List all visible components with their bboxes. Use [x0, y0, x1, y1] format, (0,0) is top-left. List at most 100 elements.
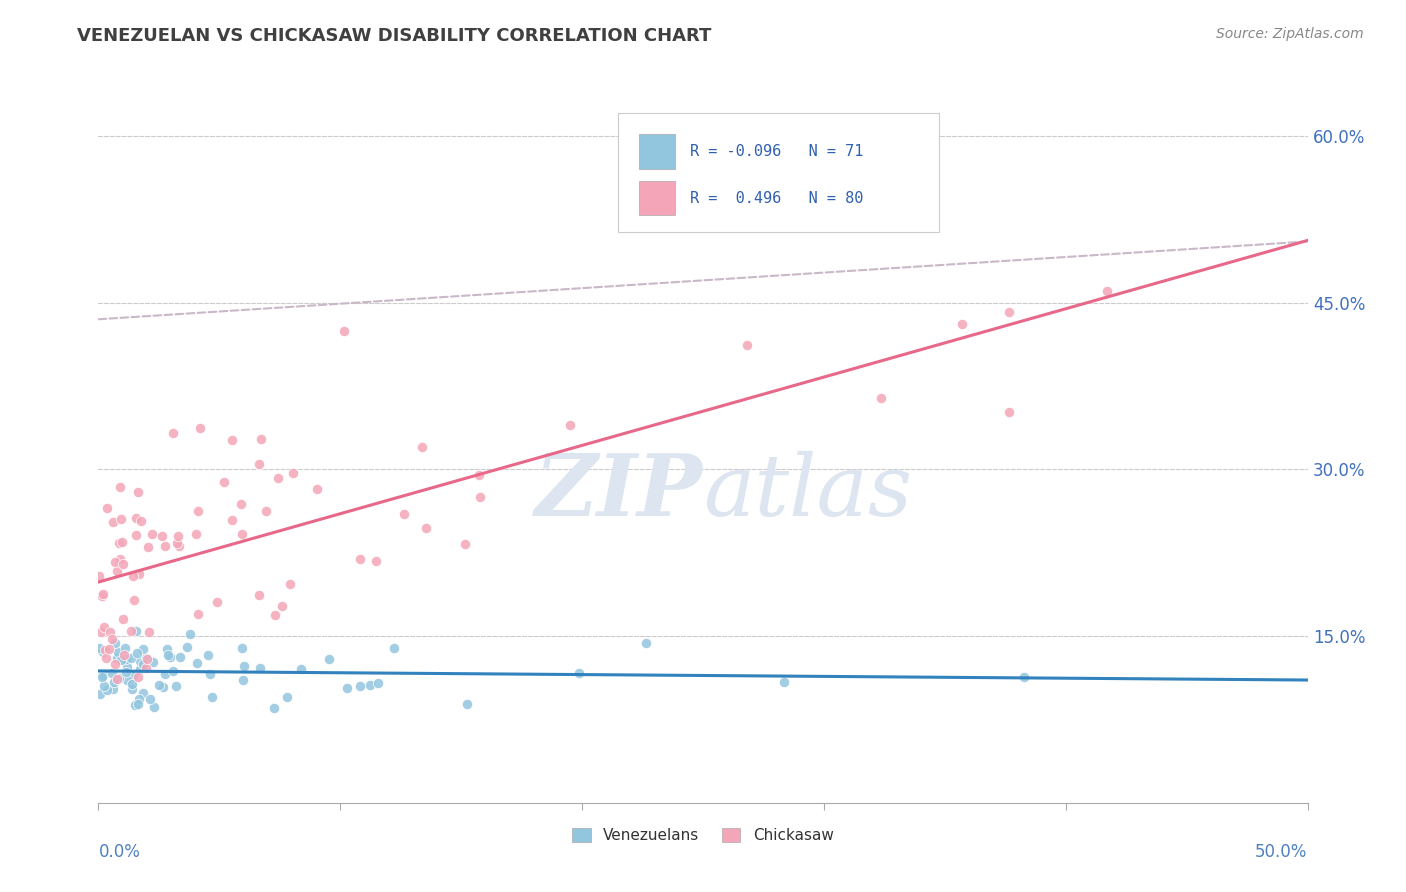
- Bar: [638, 181, 675, 215]
- Point: [187, 607, 209, 622]
- Point: [93, 620, 115, 634]
- Text: R =  0.496   N = 80: R = 0.496 N = 80: [690, 191, 863, 205]
- Point: [232, 673, 254, 688]
- Point: [127, 697, 149, 711]
- Text: Source: ZipAtlas.com: Source: ZipAtlas.com: [1216, 27, 1364, 41]
- Point: [138, 625, 160, 640]
- Point: [166, 536, 188, 550]
- Point: [125, 511, 148, 525]
- Point: [153, 539, 176, 553]
- Point: [162, 664, 184, 678]
- Point: [271, 599, 294, 613]
- Point: [105, 672, 128, 686]
- Point: [117, 673, 139, 687]
- Point: [382, 641, 405, 656]
- Point: [97, 642, 120, 657]
- Point: [162, 426, 184, 441]
- Point: [129, 514, 152, 528]
- Point: [87, 641, 110, 656]
- Point: [90, 625, 112, 640]
- Point: [93, 679, 115, 693]
- Point: [115, 660, 138, 674]
- Point: [128, 691, 150, 706]
- Point: [115, 652, 138, 666]
- Point: [110, 480, 132, 494]
- Point: [773, 674, 796, 689]
- Point: [169, 539, 191, 553]
- Point: [186, 657, 208, 671]
- Point: [124, 698, 146, 712]
- Point: [107, 536, 129, 550]
- Point: [142, 655, 165, 669]
- Point: [249, 432, 271, 446]
- Point: [231, 527, 253, 541]
- Point: [212, 475, 235, 489]
- Point: [336, 681, 359, 696]
- Point: [198, 667, 221, 681]
- Point: [167, 529, 190, 543]
- Point: [184, 527, 207, 541]
- Point: [1095, 284, 1118, 298]
- Point: [179, 627, 201, 641]
- Point: [468, 490, 491, 504]
- Point: [141, 527, 163, 541]
- Point: [276, 690, 298, 705]
- Point: [96, 500, 118, 515]
- Point: [101, 666, 124, 681]
- Point: [159, 650, 181, 665]
- Point: [454, 537, 477, 551]
- Point: [201, 690, 224, 704]
- Point: [103, 674, 125, 689]
- Point: [221, 433, 243, 447]
- Point: [280, 577, 302, 591]
- Bar: [638, 135, 675, 169]
- Point: [221, 513, 243, 527]
- Point: [122, 569, 145, 583]
- Point: [96, 682, 118, 697]
- Point: [120, 651, 142, 665]
- Point: [281, 466, 304, 480]
- Point: [121, 677, 143, 691]
- Point: [332, 325, 354, 339]
- Point: [94, 642, 117, 657]
- Point: [467, 467, 489, 482]
- Point: [150, 528, 173, 542]
- Point: [105, 564, 128, 578]
- Point: [263, 700, 285, 714]
- Point: [124, 593, 146, 607]
- Point: [120, 624, 142, 638]
- Point: [249, 661, 271, 675]
- Point: [636, 636, 658, 650]
- Text: 50.0%: 50.0%: [1256, 843, 1308, 861]
- Point: [349, 679, 371, 693]
- Point: [135, 661, 157, 675]
- Point: [111, 534, 134, 549]
- Point: [115, 665, 138, 679]
- Point: [87, 569, 110, 583]
- Point: [93, 587, 115, 601]
- Point: [176, 640, 198, 654]
- Point: [135, 652, 157, 666]
- Text: VENEZUELAN VS CHICKASAW DISABILITY CORRELATION CHART: VENEZUELAN VS CHICKASAW DISABILITY CORRE…: [77, 27, 711, 45]
- Point: [169, 650, 191, 665]
- Text: atlas: atlas: [703, 450, 912, 533]
- Point: [411, 441, 433, 455]
- Point: [188, 421, 211, 435]
- Point: [121, 682, 143, 697]
- Point: [132, 641, 155, 656]
- Point: [142, 700, 165, 714]
- Point: [101, 515, 124, 529]
- Point: [998, 405, 1021, 419]
- Point: [104, 636, 127, 650]
- Point: [415, 521, 437, 535]
- Point: [132, 657, 155, 672]
- Text: R = -0.096   N = 71: R = -0.096 N = 71: [690, 145, 863, 160]
- Point: [187, 504, 209, 518]
- Point: [127, 670, 149, 684]
- Text: 0.0%: 0.0%: [98, 843, 141, 861]
- Point: [307, 482, 329, 496]
- Point: [231, 640, 253, 655]
- Point: [148, 678, 170, 692]
- Point: [132, 686, 155, 700]
- Point: [247, 457, 270, 471]
